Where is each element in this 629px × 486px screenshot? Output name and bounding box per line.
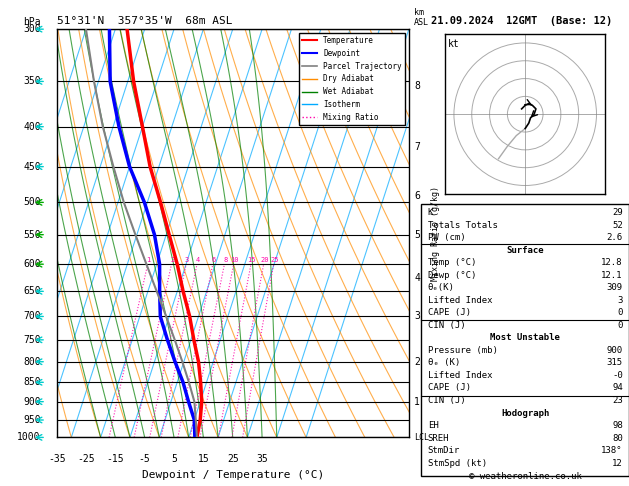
Text: kt: kt [448, 39, 460, 49]
Text: 52: 52 [612, 221, 623, 230]
Text: -25: -25 [77, 454, 95, 464]
Text: 5: 5 [171, 454, 177, 464]
Text: 12.8: 12.8 [601, 258, 623, 267]
Text: EH: EH [428, 421, 438, 430]
Text: Lifted Index: Lifted Index [428, 296, 492, 305]
Text: 1: 1 [147, 257, 151, 262]
Text: © weatheronline.co.uk: © weatheronline.co.uk [469, 472, 582, 481]
Text: 6: 6 [414, 191, 420, 201]
Text: 2: 2 [170, 257, 175, 262]
Text: StmSpd (kt): StmSpd (kt) [428, 459, 487, 468]
Text: 5: 5 [414, 230, 420, 240]
Text: 21.09.2024  12GMT  (Base: 12): 21.09.2024 12GMT (Base: 12) [431, 16, 612, 26]
Text: 315: 315 [606, 359, 623, 367]
Text: 950: 950 [23, 415, 41, 425]
Text: Totals Totals: Totals Totals [428, 221, 498, 230]
Text: 80: 80 [612, 434, 623, 443]
Text: θₑ (K): θₑ (K) [428, 359, 460, 367]
Text: 1: 1 [414, 397, 420, 407]
Text: PW (cm): PW (cm) [428, 233, 465, 242]
Text: 35: 35 [256, 454, 268, 464]
Text: LCL: LCL [414, 433, 429, 442]
Text: 3: 3 [414, 312, 420, 321]
Text: 600: 600 [23, 259, 41, 269]
Text: 3: 3 [618, 296, 623, 305]
Text: -15: -15 [106, 454, 124, 464]
Text: Surface: Surface [506, 246, 544, 255]
Text: StmDir: StmDir [428, 446, 460, 455]
Text: CAPE (J): CAPE (J) [428, 308, 470, 317]
Text: 23: 23 [612, 396, 623, 405]
Text: 15: 15 [198, 454, 209, 464]
Text: 138°: 138° [601, 446, 623, 455]
Text: 4: 4 [196, 257, 200, 262]
Text: 300: 300 [23, 24, 41, 34]
Text: θₑ(K): θₑ(K) [428, 283, 455, 292]
Text: Dewpoint / Temperature (°C): Dewpoint / Temperature (°C) [142, 470, 324, 480]
Text: 51°31'N  357°35'W  68m ASL: 51°31'N 357°35'W 68m ASL [57, 16, 232, 26]
Text: 98: 98 [612, 421, 623, 430]
Text: Pressure (mb): Pressure (mb) [428, 346, 498, 355]
Text: 94: 94 [612, 383, 623, 393]
Text: Lifted Index: Lifted Index [428, 371, 492, 380]
Text: 25: 25 [270, 257, 279, 262]
Text: 15: 15 [248, 257, 256, 262]
Text: Most Unstable: Most Unstable [490, 333, 560, 343]
Text: CIN (J): CIN (J) [428, 321, 465, 330]
Text: 8: 8 [223, 257, 228, 262]
Text: 450: 450 [23, 162, 41, 172]
Text: 800: 800 [23, 357, 41, 367]
Text: 8: 8 [414, 81, 420, 91]
Text: 900: 900 [23, 397, 41, 407]
Text: 550: 550 [23, 230, 41, 240]
Text: 20: 20 [260, 257, 269, 262]
Text: 850: 850 [23, 377, 41, 387]
Text: 700: 700 [23, 312, 41, 321]
Text: km
ASL: km ASL [414, 8, 429, 27]
Text: 3: 3 [185, 257, 189, 262]
Text: SREH: SREH [428, 434, 449, 443]
Text: Mixing Ratio (g/kg): Mixing Ratio (g/kg) [431, 186, 440, 281]
Text: Dewp (°C): Dewp (°C) [428, 271, 476, 280]
Text: 2.6: 2.6 [606, 233, 623, 242]
Legend: Temperature, Dewpoint, Parcel Trajectory, Dry Adiabat, Wet Adiabat, Isotherm, Mi: Temperature, Dewpoint, Parcel Trajectory… [299, 33, 405, 125]
Text: 29: 29 [612, 208, 623, 217]
Text: 6: 6 [211, 257, 216, 262]
Text: CIN (J): CIN (J) [428, 396, 465, 405]
Text: CAPE (J): CAPE (J) [428, 383, 470, 393]
Text: Temp (°C): Temp (°C) [428, 258, 476, 267]
Text: 2: 2 [414, 357, 420, 367]
Text: 10: 10 [230, 257, 239, 262]
Text: 650: 650 [23, 286, 41, 296]
Text: 12.1: 12.1 [601, 271, 623, 280]
Text: 0: 0 [618, 321, 623, 330]
Text: 900: 900 [606, 346, 623, 355]
Text: 12: 12 [612, 459, 623, 468]
Text: -35: -35 [48, 454, 65, 464]
Text: 500: 500 [23, 197, 41, 208]
Text: 7: 7 [414, 142, 420, 152]
Text: 400: 400 [23, 122, 41, 132]
Text: 25: 25 [227, 454, 238, 464]
Text: 350: 350 [23, 76, 41, 87]
Text: -0: -0 [612, 371, 623, 380]
Text: hPa: hPa [23, 17, 41, 27]
Text: -5: -5 [139, 454, 150, 464]
Text: 4: 4 [414, 273, 420, 283]
Text: Hodograph: Hodograph [501, 409, 549, 417]
Text: 750: 750 [23, 335, 41, 345]
Text: K: K [428, 208, 433, 217]
Text: 1000: 1000 [17, 433, 41, 442]
Text: 309: 309 [606, 283, 623, 292]
Text: 0: 0 [618, 308, 623, 317]
